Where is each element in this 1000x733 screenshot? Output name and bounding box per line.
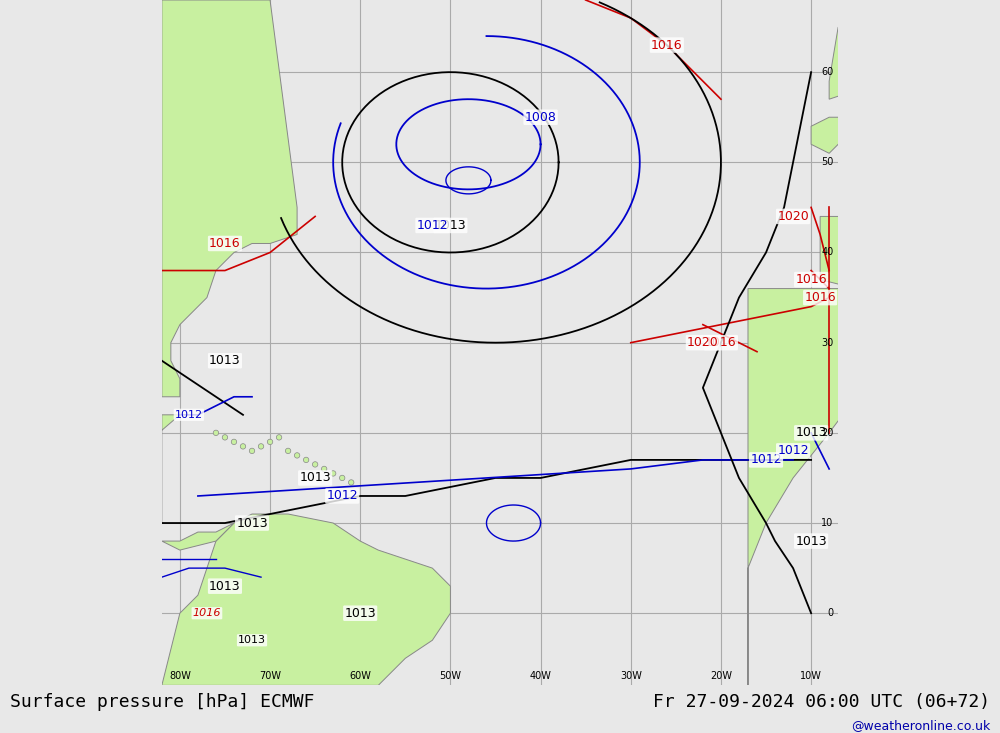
Text: 10W: 10W [800,671,822,681]
Polygon shape [748,289,901,685]
Text: 1013: 1013 [344,607,376,619]
Circle shape [349,479,354,485]
Polygon shape [883,153,973,216]
Text: @weatheronline.co.uk: @weatheronline.co.uk [851,719,990,732]
Text: 1016: 1016 [804,291,836,304]
Text: 1016: 1016 [193,608,221,618]
Text: 1020: 1020 [777,210,809,223]
Circle shape [240,443,246,449]
Text: 1020: 1020 [687,336,719,349]
Text: 1013: 1013 [299,471,331,485]
Text: 80W: 80W [169,671,191,681]
Polygon shape [811,117,847,153]
Text: 1013: 1013 [238,636,266,645]
Polygon shape [162,0,297,397]
Text: 10: 10 [821,518,834,528]
Text: 40: 40 [821,248,834,257]
Circle shape [294,453,300,458]
Text: 30W: 30W [620,671,642,681]
Polygon shape [162,523,234,550]
Text: Surface pressure [hPa] ECMWF: Surface pressure [hPa] ECMWF [10,693,314,711]
Text: 60W: 60W [349,671,371,681]
Polygon shape [829,27,865,99]
Text: 1016: 1016 [795,273,827,286]
Text: 60: 60 [821,67,834,77]
Text: 1013: 1013 [795,427,827,439]
Text: 1016: 1016 [651,39,683,51]
Circle shape [213,430,219,435]
Circle shape [321,466,327,471]
Text: 1013: 1013 [236,517,268,529]
Text: 50W: 50W [439,671,461,681]
Text: 50: 50 [821,158,834,167]
Text: 1013: 1013 [795,534,827,548]
Circle shape [285,448,291,454]
Text: 1016: 1016 [705,336,737,349]
Text: 1008: 1008 [525,111,557,124]
Text: 1013: 1013 [209,580,241,593]
Circle shape [267,439,273,445]
Text: 70W: 70W [259,671,281,681]
Circle shape [231,439,237,445]
Text: 1016: 1016 [209,237,241,250]
Text: 1012: 1012 [777,444,809,457]
Circle shape [312,462,318,467]
Circle shape [276,435,282,440]
Text: 1012: 1012 [175,410,203,420]
Circle shape [330,471,336,476]
Circle shape [339,475,345,481]
Text: Fr 27-09-2024 06:00 UTC (06+72): Fr 27-09-2024 06:00 UTC (06+72) [653,693,990,711]
Text: 1013: 1013 [209,354,241,367]
Polygon shape [0,316,180,523]
Text: 1012: 1012 [417,219,448,232]
Text: 1012: 1012 [750,454,782,466]
Text: 20: 20 [821,428,834,438]
Text: 20W: 20W [710,671,732,681]
Text: 40W: 40W [530,671,552,681]
Circle shape [222,435,228,440]
Circle shape [303,457,309,463]
Text: 0: 0 [828,608,834,618]
Circle shape [249,448,255,454]
Text: 1013: 1013 [435,219,466,232]
Polygon shape [162,514,450,685]
Text: 30: 30 [821,338,834,347]
Polygon shape [820,216,928,289]
Text: 1012: 1012 [326,490,358,503]
Polygon shape [856,90,919,162]
Circle shape [258,443,264,449]
